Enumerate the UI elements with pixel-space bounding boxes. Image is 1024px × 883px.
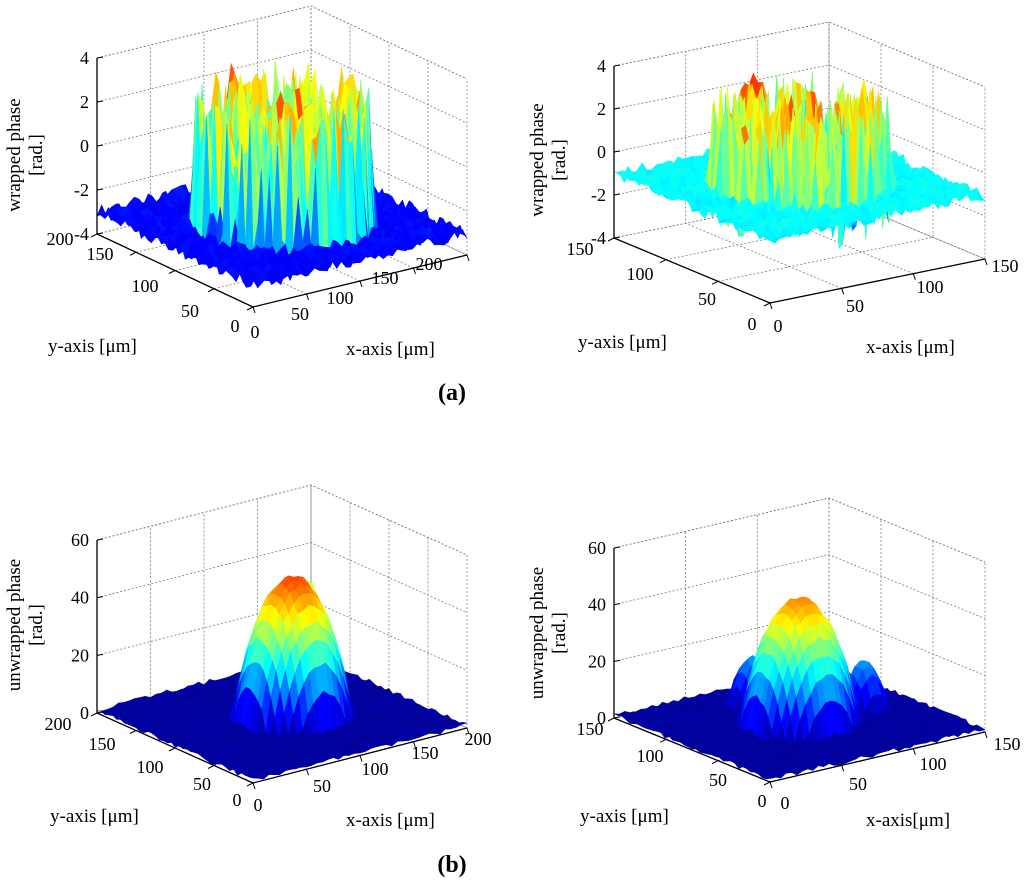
z-tick-mark xyxy=(613,64,621,67)
y-tick-label: 50 xyxy=(698,289,716,309)
plot-a-left: -4 -2 0 2 4 0 50 100 150 200 0 50 100 150 200 wrapped … xyxy=(4,5,470,360)
z-tick-label: 4 xyxy=(597,56,606,76)
y-tick-label: 100 xyxy=(132,276,159,296)
y-tick-mark xyxy=(207,288,215,293)
box-top-edge xyxy=(96,484,468,556)
x-tick-label: 100 xyxy=(917,277,944,297)
plot-a-left-zlabel-line2: [rad.] xyxy=(26,134,47,176)
z-tick-label: 2 xyxy=(597,99,606,119)
x-tick-label: 100 xyxy=(327,288,354,308)
z-tick-mark xyxy=(613,236,621,239)
plot-a-right-ylabel: y-axis [μm] xyxy=(578,332,667,353)
y-tick-label: 200 xyxy=(47,229,74,249)
plot-a-right-zlabel-line1: wrapped phase xyxy=(527,103,548,216)
z-tick-label: -2 xyxy=(74,180,89,200)
z-tick-mark xyxy=(613,150,621,153)
x-tick-label: 50 xyxy=(846,296,864,316)
grid-line-z xyxy=(96,484,468,556)
x-tick-mark xyxy=(306,293,309,301)
plot-a-left-surface xyxy=(96,60,468,289)
z-tick-label: 2 xyxy=(80,92,89,112)
x-tick-label: 0 xyxy=(251,322,260,342)
z-tick-mark xyxy=(96,188,104,191)
x-axis-line xyxy=(769,258,986,304)
x-tick-label: 200 xyxy=(416,254,443,274)
z-tick-mark xyxy=(613,193,621,196)
box-top-edge xyxy=(613,21,986,88)
y-tick-label: 50 xyxy=(181,301,199,321)
x-tick-mark xyxy=(466,254,470,262)
z-tick-mark xyxy=(96,232,104,235)
plot-a-left-zlabel-line1: wrapped phase xyxy=(4,98,25,211)
plot-a-left-ylabel: y-axis [μm] xyxy=(48,336,137,357)
y-tick-label: 0 xyxy=(231,316,240,336)
z-tick-mark xyxy=(96,56,104,59)
grid-line-z xyxy=(96,5,468,80)
x-tick-mark xyxy=(841,288,845,295)
y-tick-mark xyxy=(168,270,176,274)
z-tick-label: 4 xyxy=(80,48,89,68)
grid-line-z xyxy=(96,49,468,124)
y-tick-mark xyxy=(607,237,615,242)
z-tick-label: 0 xyxy=(80,136,89,156)
x-tick-mark xyxy=(252,306,256,314)
x-tick-mark xyxy=(984,258,988,266)
plot-a-right-xlabel: x-axis [μm] xyxy=(866,337,955,358)
y-tick-mark xyxy=(763,302,771,307)
y-tick-mark xyxy=(246,306,254,311)
y-tick-label: 150 xyxy=(567,239,594,259)
z-tick-mark xyxy=(613,107,621,110)
x-tick-mark xyxy=(912,273,916,280)
z-tick-mark xyxy=(96,144,104,147)
y-tick-mark xyxy=(711,280,719,285)
y-tick-label: 0 xyxy=(748,314,757,334)
z-tick-label: 0 xyxy=(597,142,606,162)
y-tick-mark xyxy=(659,259,667,264)
x-tick-mark xyxy=(769,302,773,310)
y-tick-label: 100 xyxy=(627,264,654,284)
x-tick-label: 0 xyxy=(774,316,783,336)
plot-a-left-xlabel: x-axis [μm] xyxy=(346,339,435,360)
y-tick-label: 150 xyxy=(87,244,114,264)
plot-a-right-zlabel-line2: [rad.] xyxy=(549,139,570,181)
box-top-edge xyxy=(96,5,468,80)
plot-a-right-surface xyxy=(613,71,986,249)
y-tick-mark xyxy=(129,251,137,256)
z-tick-label: -4 xyxy=(74,224,89,244)
x-tick-label: 150 xyxy=(372,268,399,288)
y-tick-mark xyxy=(90,233,98,238)
z-tick-mark xyxy=(96,100,104,103)
z-tick-label: -2 xyxy=(591,185,606,205)
x-tick-label: 150 xyxy=(992,256,1019,276)
x-tick-mark xyxy=(359,280,363,288)
x-tick-label: 50 xyxy=(291,304,309,324)
